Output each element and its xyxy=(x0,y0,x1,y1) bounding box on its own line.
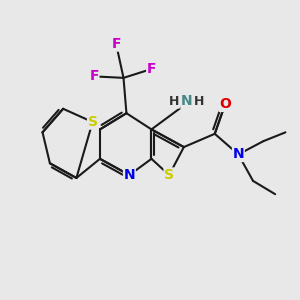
Text: S: S xyxy=(88,115,98,129)
Text: N: N xyxy=(232,147,244,161)
Text: N: N xyxy=(181,94,193,108)
Text: S: S xyxy=(164,168,174,182)
Text: F: F xyxy=(111,37,121,51)
Text: F: F xyxy=(147,62,156,76)
Text: F: F xyxy=(89,69,99,83)
Text: H: H xyxy=(194,95,205,108)
Text: H: H xyxy=(169,95,179,108)
Text: O: O xyxy=(219,98,231,111)
Text: N: N xyxy=(124,168,135,182)
